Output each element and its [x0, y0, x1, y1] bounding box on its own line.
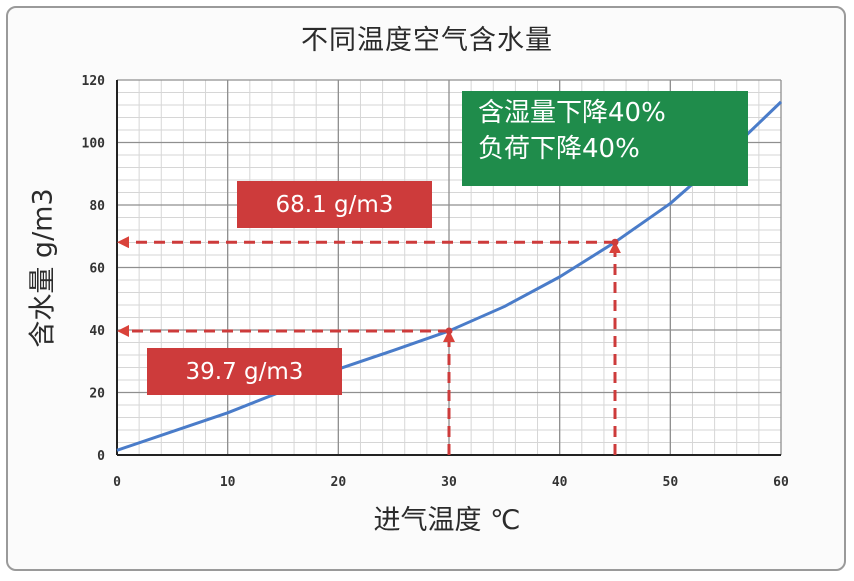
x-tick-label: 0	[113, 475, 121, 490]
x-tick-label: 30	[441, 475, 457, 490]
x-tick-label: 20	[331, 475, 347, 490]
y-tick-label: 80	[89, 199, 105, 214]
annotation-point	[445, 327, 453, 335]
x-tick-label: 10	[220, 475, 236, 490]
callout-line-1: 含湿量下降40%	[478, 98, 666, 128]
callout-box: 含湿量下降40% 负荷下降40%	[462, 91, 748, 186]
chart-title: 不同温度空气含水量	[301, 25, 553, 56]
y-tick-label: 40	[89, 324, 105, 339]
x-tick-label: 50	[663, 475, 679, 490]
x-tick-label: 60	[773, 475, 789, 490]
annotation-point	[611, 238, 619, 246]
y-tick-label: 120	[82, 74, 106, 89]
x-axis-label: 进气温度 ℃	[373, 505, 521, 536]
y-tick-label: 0	[97, 449, 105, 464]
x-tick-label: 40	[552, 475, 568, 490]
y-tick-label: 100	[82, 137, 106, 152]
callout-line-2: 负荷下降40%	[478, 134, 640, 164]
y-axis-label: 含水量 g/m3	[27, 188, 59, 348]
annotation-label-high: 68.1 g/m3	[237, 181, 432, 228]
annotation-label-low: 39.7 g/m3	[147, 348, 342, 395]
y-tick-label: 60	[89, 262, 105, 277]
y-tick-label: 20	[89, 387, 105, 402]
